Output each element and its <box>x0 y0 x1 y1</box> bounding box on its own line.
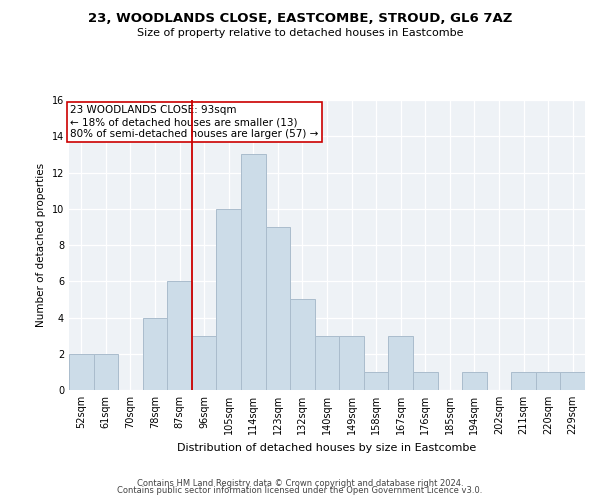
Bar <box>94 354 118 390</box>
Bar <box>217 209 241 390</box>
Bar <box>69 354 94 390</box>
Bar <box>536 372 560 390</box>
Bar <box>143 318 167 390</box>
Bar <box>364 372 388 390</box>
Text: 23 WOODLANDS CLOSE: 93sqm
← 18% of detached houses are smaller (13)
80% of semi-: 23 WOODLANDS CLOSE: 93sqm ← 18% of detac… <box>70 106 319 138</box>
Text: Size of property relative to detached houses in Eastcombe: Size of property relative to detached ho… <box>137 28 463 38</box>
Bar <box>388 336 413 390</box>
Bar <box>339 336 364 390</box>
Bar <box>241 154 266 390</box>
Bar <box>462 372 487 390</box>
Text: Contains HM Land Registry data © Crown copyright and database right 2024.: Contains HM Land Registry data © Crown c… <box>137 478 463 488</box>
Text: 23, WOODLANDS CLOSE, EASTCOMBE, STROUD, GL6 7AZ: 23, WOODLANDS CLOSE, EASTCOMBE, STROUD, … <box>88 12 512 26</box>
Bar <box>266 227 290 390</box>
Text: Contains public sector information licensed under the Open Government Licence v3: Contains public sector information licen… <box>118 486 482 495</box>
Bar <box>290 300 315 390</box>
X-axis label: Distribution of detached houses by size in Eastcombe: Distribution of detached houses by size … <box>178 442 476 452</box>
Bar <box>192 336 217 390</box>
Bar <box>167 281 192 390</box>
Bar <box>560 372 585 390</box>
Bar <box>511 372 536 390</box>
Bar <box>413 372 437 390</box>
Bar <box>315 336 339 390</box>
Y-axis label: Number of detached properties: Number of detached properties <box>36 163 46 327</box>
